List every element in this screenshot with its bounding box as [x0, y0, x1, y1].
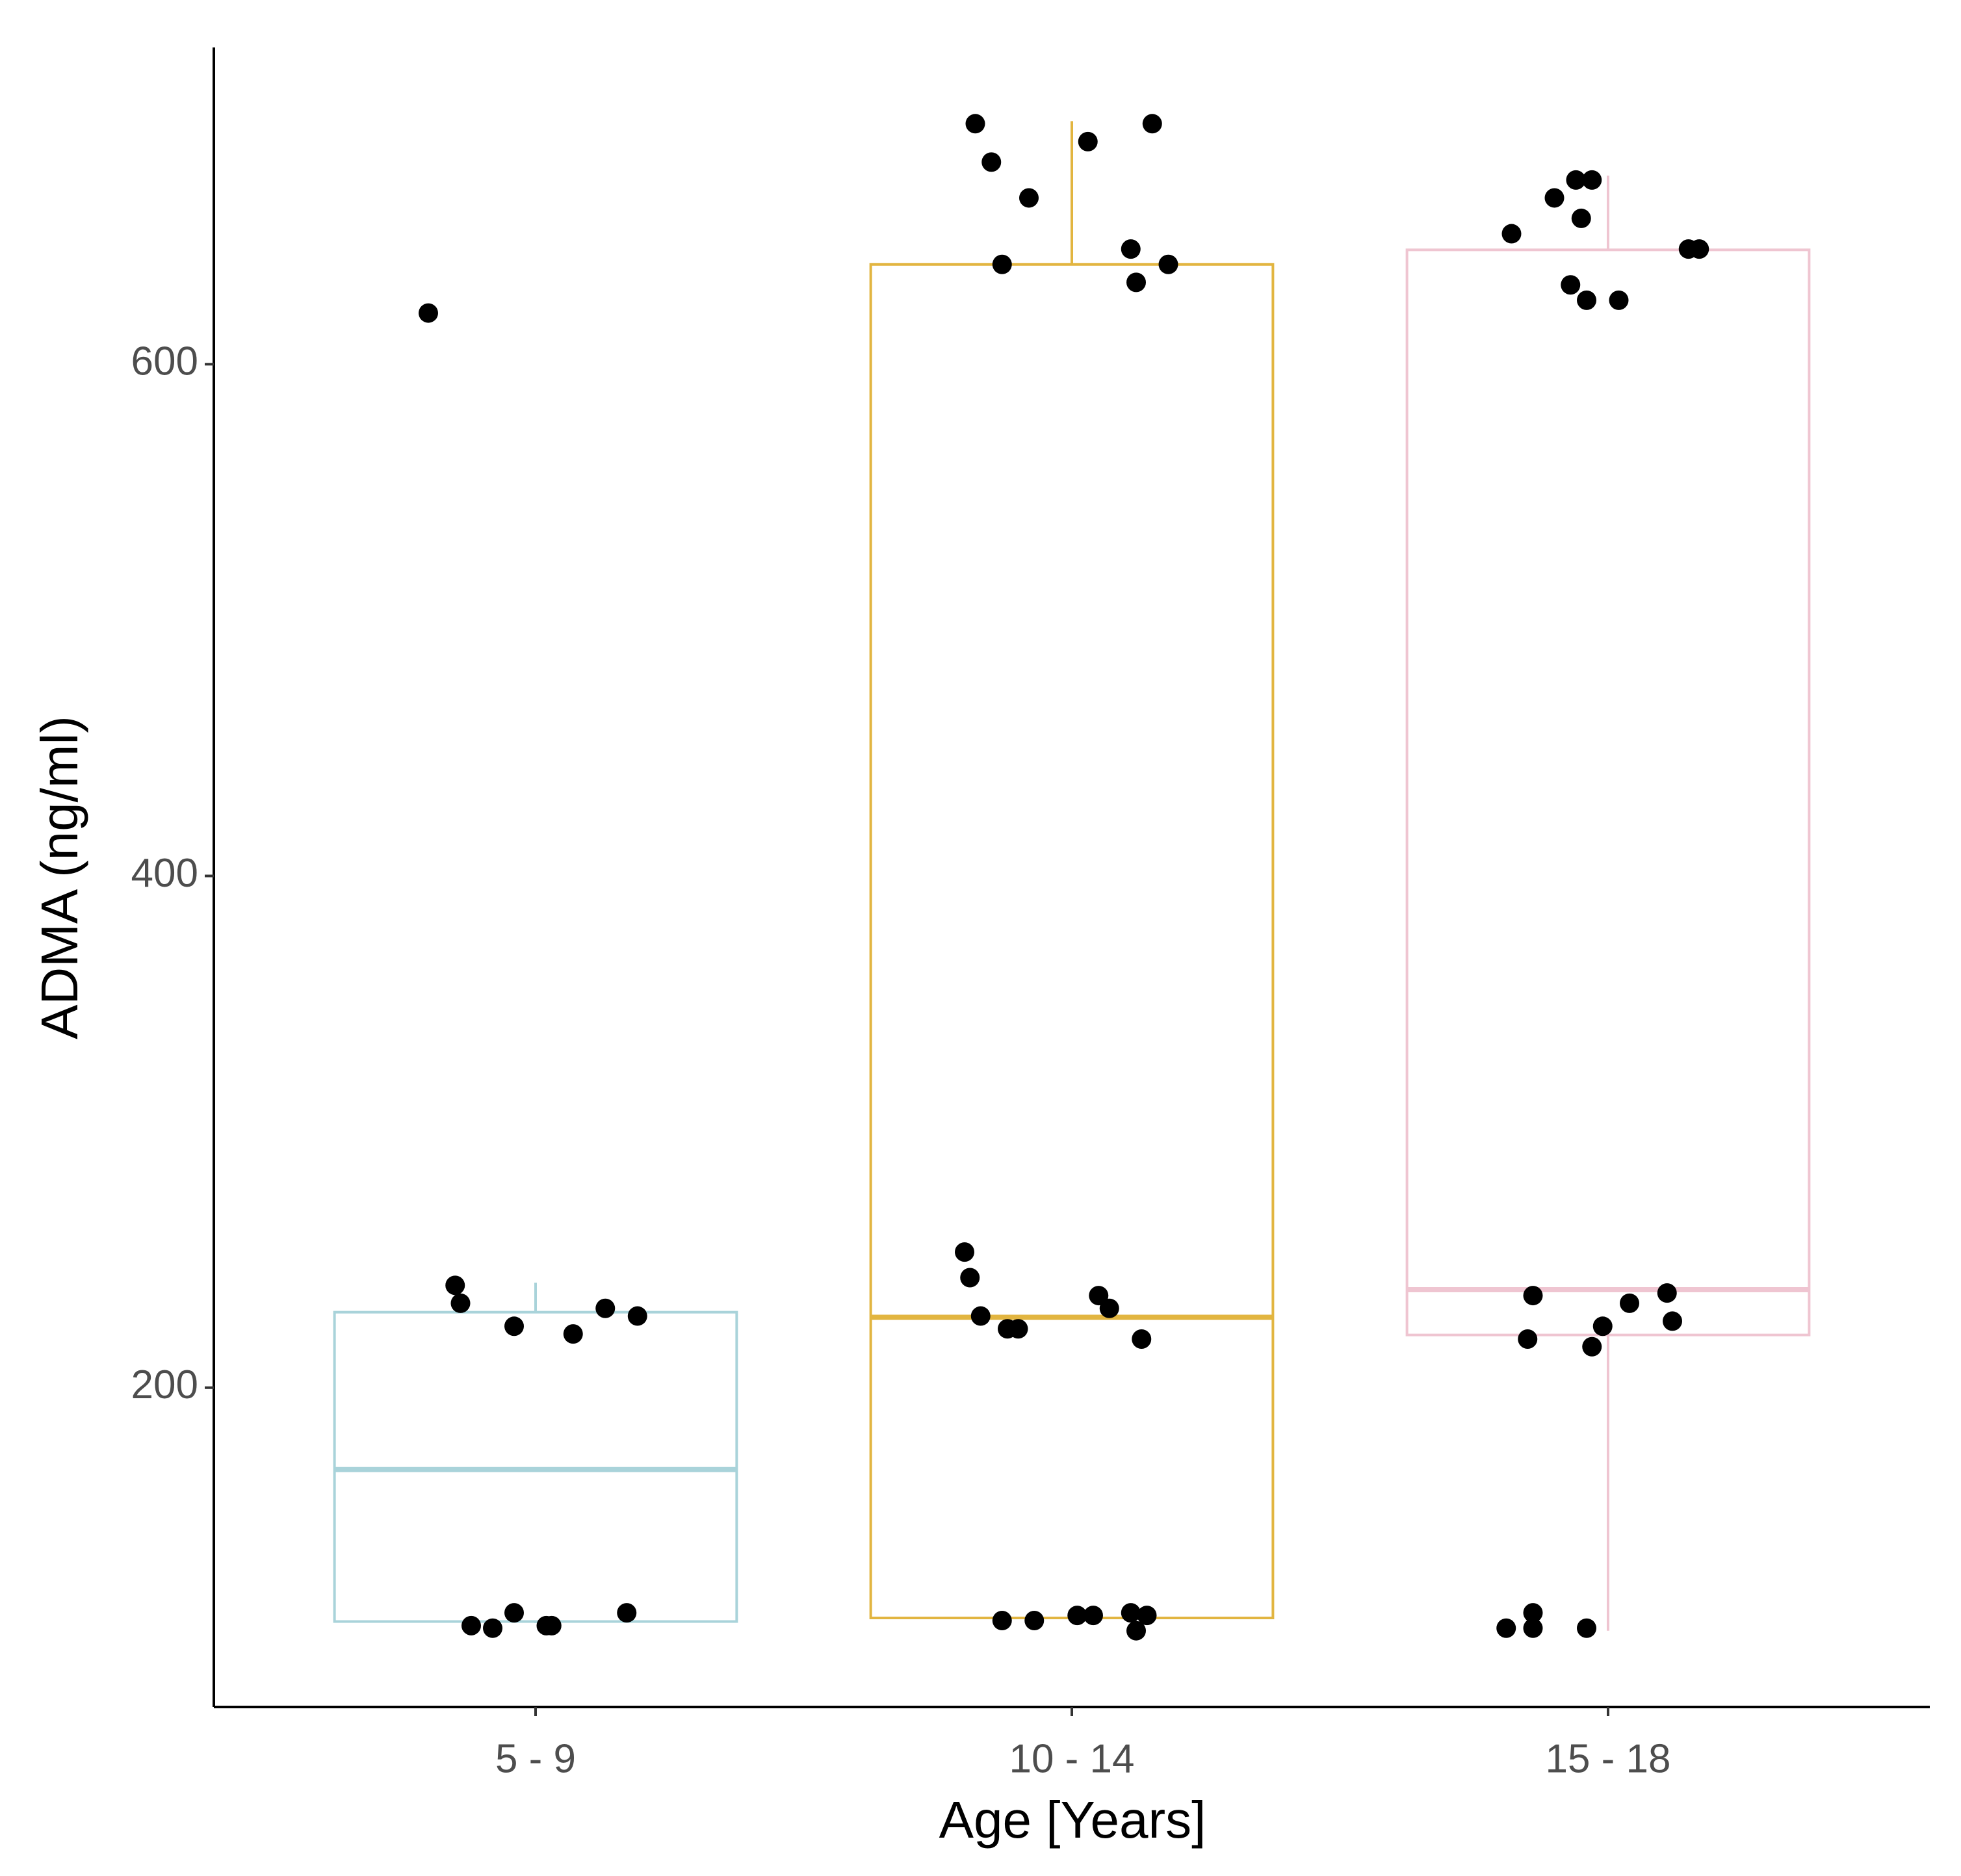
data-point — [1121, 1603, 1141, 1623]
box — [333, 1310, 738, 1623]
data-point — [992, 1610, 1012, 1630]
data-point — [1099, 1298, 1119, 1318]
data-point — [1126, 1621, 1146, 1641]
data-point — [1609, 290, 1629, 310]
data-point — [483, 1618, 502, 1638]
data-point — [1577, 290, 1596, 310]
data-point — [1024, 1610, 1045, 1630]
y-tick-label: 600 — [131, 339, 198, 384]
data-point — [617, 1603, 637, 1623]
data-point — [1078, 131, 1098, 151]
data-point — [1121, 239, 1141, 259]
x-tick-label: 15 - 18 — [1545, 1736, 1670, 1781]
box — [1405, 248, 1811, 1336]
data-point — [1523, 1603, 1543, 1623]
y-tick-label: 400 — [131, 851, 198, 896]
data-point — [1137, 1606, 1157, 1626]
data-point — [1523, 1618, 1543, 1638]
data-point — [1518, 1329, 1538, 1349]
data-point — [1019, 188, 1039, 208]
data-point — [970, 1306, 991, 1326]
x-tick-label: 5 - 9 — [495, 1736, 576, 1781]
data-point — [1158, 254, 1178, 274]
data-point — [955, 1242, 974, 1262]
data-point — [1592, 1316, 1613, 1336]
data-point — [965, 114, 985, 134]
data-point — [1523, 1286, 1543, 1306]
data-point — [1496, 1618, 1516, 1638]
data-point — [461, 1615, 481, 1635]
y-axis-label: ADMA (ng/ml) — [31, 716, 88, 1039]
data-point — [1566, 170, 1586, 190]
data-point — [1089, 1286, 1109, 1306]
y-tick-label: 200 — [131, 1362, 198, 1407]
data-point — [1582, 1336, 1602, 1357]
data-point — [1577, 1618, 1596, 1638]
x-axis-label: Age [Years] — [939, 1791, 1206, 1849]
data-point — [992, 254, 1012, 274]
data-point — [1561, 275, 1581, 295]
data-point — [504, 1316, 524, 1336]
data-point — [1126, 272, 1146, 293]
data-point — [541, 1615, 562, 1635]
data-point — [1663, 1311, 1682, 1331]
data-point — [960, 1268, 980, 1288]
data-point — [504, 1603, 524, 1623]
data-point — [1132, 1329, 1152, 1349]
data-point — [1657, 1283, 1677, 1303]
data-point — [595, 1298, 616, 1318]
data-point — [1620, 1293, 1639, 1313]
data-point — [450, 1293, 471, 1313]
data-point — [1008, 1319, 1028, 1339]
data-point — [1067, 1606, 1087, 1626]
data-point — [1582, 170, 1602, 190]
data-point — [1084, 1606, 1103, 1626]
data-point — [1689, 239, 1709, 259]
x-tick-label: 10 - 14 — [1009, 1736, 1134, 1781]
data-point — [1571, 208, 1591, 228]
data-point — [627, 1306, 647, 1326]
data-point — [1544, 188, 1565, 208]
data-point — [419, 303, 438, 323]
data-point — [1142, 114, 1162, 134]
data-point — [1501, 224, 1522, 244]
data-point — [563, 1324, 583, 1344]
data-point — [981, 152, 1002, 172]
data-point — [445, 1275, 465, 1296]
